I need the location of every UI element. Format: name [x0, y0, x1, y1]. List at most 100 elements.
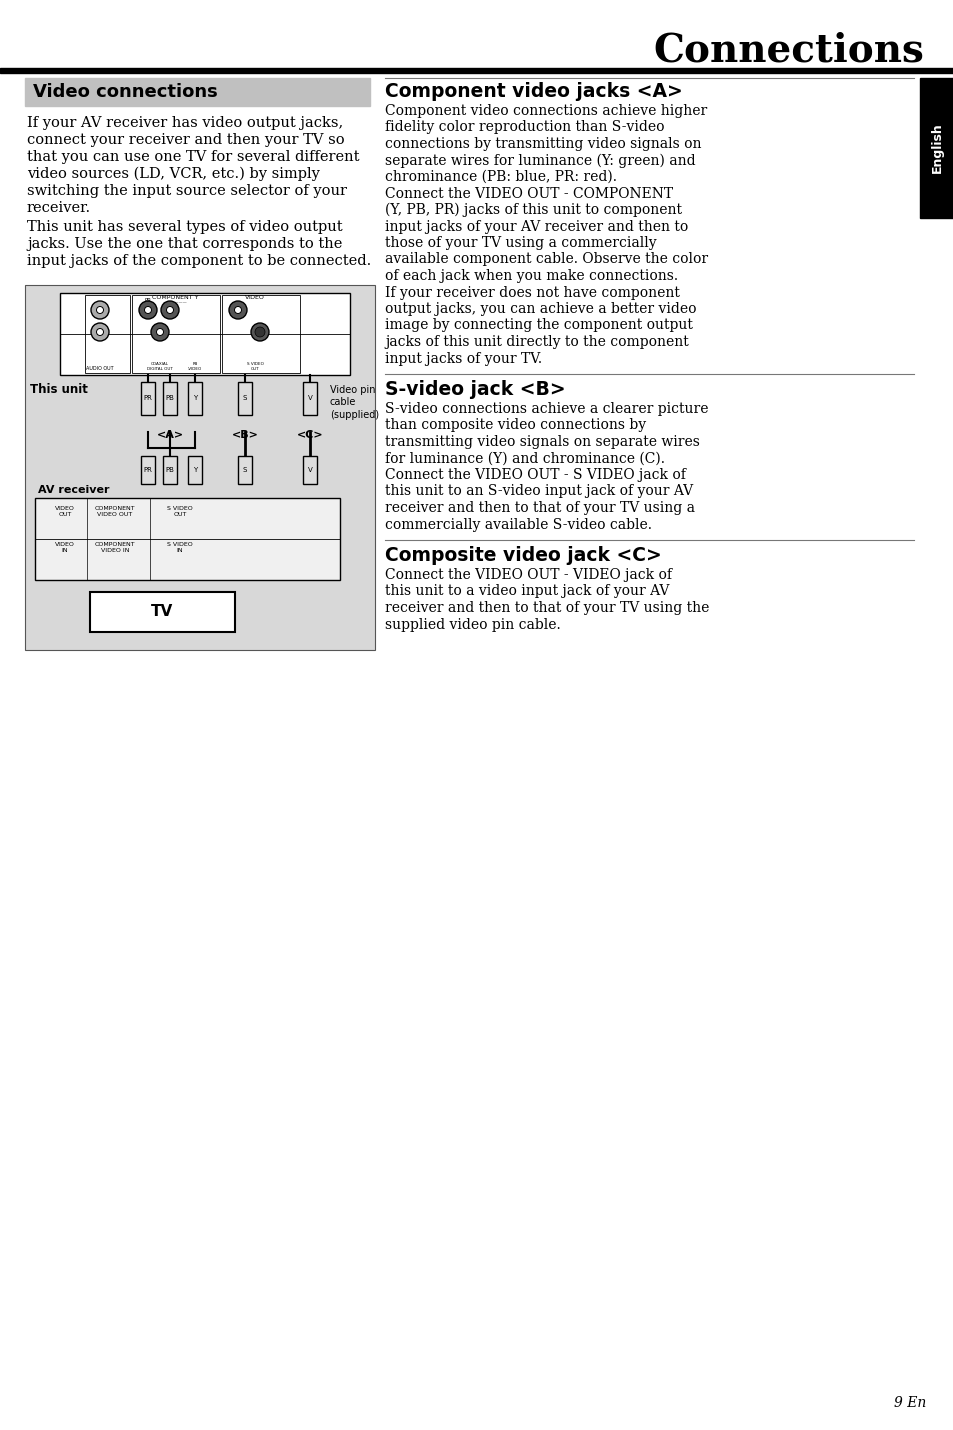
Bar	[90, 592, 234, 632]
Text: jacks of this unit directly to the component: jacks of this unit directly to the compo…	[385, 335, 688, 349]
Circle shape	[151, 323, 169, 340]
Text: that you can use one TV for several different: that you can use one TV for several diff…	[27, 150, 359, 164]
Circle shape	[167, 306, 173, 313]
Text: <C>: <C>	[296, 430, 323, 440]
Text: S VIDEO
OUT: S VIDEO OUT	[246, 362, 263, 370]
Circle shape	[91, 300, 109, 319]
Text: <A>: <A>	[156, 430, 183, 440]
Text: COMPONENT
VIDEO IN: COMPONENT VIDEO IN	[94, 542, 135, 553]
Text: V: V	[307, 468, 312, 473]
Text: commercially available S-video cable.: commercially available S-video cable.	[385, 518, 651, 532]
Bar	[303, 382, 316, 415]
Bar	[141, 382, 154, 415]
Text: this unit to an S-video input jack of your AV: this unit to an S-video input jack of yo…	[385, 485, 693, 499]
Text: switching the input source selector of your: switching the input source selector of y…	[27, 184, 347, 197]
Circle shape	[251, 323, 269, 340]
Text: connections by transmitting video signals on: connections by transmitting video signal…	[385, 137, 700, 152]
Bar	[163, 456, 177, 483]
Text: image by connecting the component output: image by connecting the component output	[385, 319, 692, 333]
Bar	[60, 293, 350, 375]
Text: those of your TV using a commercially: those of your TV using a commercially	[385, 236, 656, 250]
Circle shape	[229, 300, 247, 319]
Text: COMPONENT
VIDEO OUT: COMPONENT VIDEO OUT	[94, 506, 135, 516]
Bar	[141, 456, 154, 483]
Text: S-video jack <B>: S-video jack <B>	[385, 380, 565, 399]
Circle shape	[256, 329, 263, 335]
Text: receiver and then to that of your TV using the: receiver and then to that of your TV usi…	[385, 601, 709, 615]
Text: connect your receiver and then your TV so: connect your receiver and then your TV s…	[27, 133, 344, 147]
Text: for luminance (Y) and chrominance (C).: for luminance (Y) and chrominance (C).	[385, 452, 664, 466]
Text: S-video connections achieve a clearer picture: S-video connections achieve a clearer pi…	[385, 402, 708, 416]
Bar	[237, 456, 252, 483]
Bar	[163, 382, 177, 415]
Text: available component cable. Observe the color: available component cable. Observe the c…	[385, 253, 707, 266]
Bar	[222, 295, 299, 373]
Text: ——————: ——————	[162, 300, 187, 305]
Text: AV receiver: AV receiver	[38, 485, 110, 495]
Text: Component video jacks <A>: Component video jacks <A>	[385, 82, 682, 102]
Text: separate wires for luminance (Y: green) and: separate wires for luminance (Y: green) …	[385, 153, 695, 167]
Text: Y: Y	[193, 396, 197, 402]
Text: If your AV receiver has video output jacks,: If your AV receiver has video output jac…	[27, 116, 343, 130]
Text: output jacks, you can achieve a better video: output jacks, you can achieve a better v…	[385, 302, 696, 316]
Text: PB: PB	[166, 396, 174, 402]
Text: Y: Y	[193, 468, 197, 473]
Bar	[25, 285, 375, 651]
Text: than composite video connections by: than composite video connections by	[385, 419, 645, 432]
Text: PB: PB	[166, 468, 174, 473]
Text: AUDIO OUT: AUDIO OUT	[86, 366, 113, 370]
Text: VIDEO
OUT: VIDEO OUT	[55, 506, 75, 516]
Text: PB
-VIDEO: PB -VIDEO	[188, 362, 202, 370]
Text: PR: PR	[143, 468, 152, 473]
Text: TV: TV	[152, 605, 173, 619]
Bar	[0, 69, 953, 73]
Text: input jacks of the component to be connected.: input jacks of the component to be conne…	[27, 255, 371, 267]
Circle shape	[91, 323, 109, 340]
Text: Connect the VIDEO OUT - S VIDEO jack of: Connect the VIDEO OUT - S VIDEO jack of	[385, 468, 685, 482]
Text: This unit has several types of video output: This unit has several types of video out…	[27, 220, 342, 235]
Circle shape	[96, 329, 103, 336]
Text: S: S	[243, 396, 247, 402]
Text: S: S	[243, 468, 247, 473]
Bar	[237, 382, 252, 415]
Text: Video pin
cable
(supplied): Video pin cable (supplied)	[330, 385, 378, 420]
Text: Connect the VIDEO OUT - VIDEO jack of: Connect the VIDEO OUT - VIDEO jack of	[385, 568, 671, 582]
Text: fidelity color reproduction than S-video: fidelity color reproduction than S-video	[385, 120, 664, 134]
Text: video sources (LD, VCR, etc.) by simply: video sources (LD, VCR, etc.) by simply	[27, 167, 319, 182]
Text: input jacks of your TV.: input jacks of your TV.	[385, 352, 541, 366]
Circle shape	[144, 306, 152, 313]
Text: COAXIAL
DIGITAL OUT: COAXIAL DIGITAL OUT	[147, 362, 172, 370]
Text: VIDEO: VIDEO	[245, 295, 265, 300]
Text: This unit: This unit	[30, 383, 88, 396]
Circle shape	[254, 327, 265, 337]
Bar	[25, 285, 375, 651]
Text: receiver.: receiver.	[27, 202, 91, 214]
Bar	[132, 295, 220, 373]
Text: (Y, PB, PR) jacks of this unit to component: (Y, PB, PR) jacks of this unit to compon…	[385, 203, 681, 217]
Bar	[85, 295, 130, 373]
Text: If your receiver does not have component: If your receiver does not have component	[385, 286, 679, 299]
Text: <B>: <B>	[232, 430, 258, 440]
Text: supplied video pin cable.: supplied video pin cable.	[385, 618, 560, 632]
Bar	[303, 456, 316, 483]
Text: Video connections: Video connections	[33, 83, 217, 102]
Text: English: English	[929, 123, 943, 173]
Bar	[35, 498, 339, 581]
Text: V: V	[307, 396, 312, 402]
Text: PR: PR	[143, 396, 152, 402]
Text: jacks. Use the one that corresponds to the: jacks. Use the one that corresponds to t…	[27, 237, 342, 252]
Text: COMPONENT Y: COMPONENT Y	[152, 295, 198, 300]
Circle shape	[156, 329, 163, 336]
Circle shape	[234, 306, 241, 313]
Text: transmitting video signals on separate wires: transmitting video signals on separate w…	[385, 435, 700, 449]
Text: 9 En: 9 En	[893, 1396, 925, 1410]
Text: Component video connections achieve higher: Component video connections achieve high…	[385, 104, 706, 119]
Circle shape	[161, 300, 179, 319]
Text: input jacks of your AV receiver and then to: input jacks of your AV receiver and then…	[385, 219, 687, 233]
Text: Connections: Connections	[653, 31, 923, 69]
Text: chrominance (PB: blue, PR: red).: chrominance (PB: blue, PR: red).	[385, 170, 617, 184]
Text: of each jack when you make connections.: of each jack when you make connections.	[385, 269, 678, 283]
Text: Composite video jack <C>: Composite video jack <C>	[385, 546, 661, 565]
Circle shape	[139, 300, 157, 319]
Bar	[25, 79, 370, 106]
